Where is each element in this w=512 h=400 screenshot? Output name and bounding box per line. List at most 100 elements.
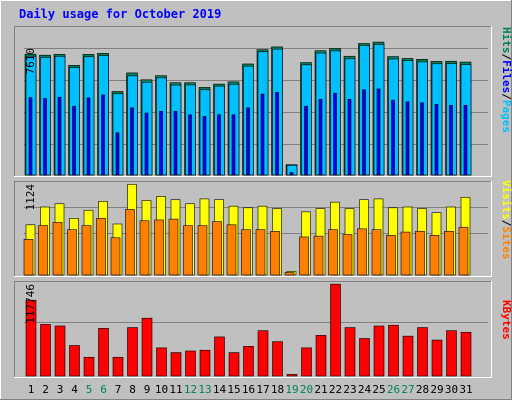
bar-sites <box>183 225 193 276</box>
bar-sites <box>371 229 382 276</box>
bar-kbytes <box>127 327 138 377</box>
bar-sites <box>429 235 440 276</box>
bar-kbytes <box>25 299 37 377</box>
bar-pages <box>362 89 366 176</box>
bar-kbytes <box>460 331 472 377</box>
svg-text:KBytes: KBytes <box>500 300 512 340</box>
bar-sites <box>313 235 324 276</box>
x-tick-label: 20 <box>300 383 313 396</box>
x-tick-label: 28 <box>416 383 429 396</box>
bar-kbytes <box>243 346 254 377</box>
x-tick-label: 24 <box>358 383 372 396</box>
bar-kbytes <box>431 339 443 377</box>
x-tick-label: 27 <box>401 383 414 396</box>
bar-pages <box>289 172 294 176</box>
x-tick-label: 30 <box>445 383 458 396</box>
bar-kbytes <box>40 324 51 377</box>
bar-sites <box>400 231 411 276</box>
bar-sites <box>299 236 309 276</box>
x-tick-label: 4 <box>71 383 78 396</box>
bar-pages <box>159 111 163 176</box>
bar-kbytes <box>156 347 167 377</box>
bar-pages <box>202 116 207 176</box>
bar-sites <box>212 221 222 276</box>
legend-sites: Sites <box>500 226 512 259</box>
bar-sites <box>226 224 237 276</box>
bar-kbytes <box>257 330 269 377</box>
x-tick-label: 2 <box>42 383 49 396</box>
bar-pages <box>217 114 221 176</box>
bar-kbytes <box>83 356 95 377</box>
bar-pages <box>43 98 47 176</box>
bar-kbytes <box>98 328 109 377</box>
x-tick-label: 12 <box>184 383 197 396</box>
bar-kbytes <box>286 374 298 377</box>
bar-pages <box>376 88 381 176</box>
x-tick-label: 17 <box>256 383 269 396</box>
bar-sites <box>67 229 77 276</box>
x-tick-label: 26 <box>387 383 400 396</box>
bar-kbytes <box>388 324 399 377</box>
x-tick-label: 13 <box>198 383 211 396</box>
x-tick-label: 18 <box>271 383 284 396</box>
legend-visits: Visits/Sites <box>500 180 512 260</box>
x-tick-label: 10 <box>155 383 168 396</box>
bar-kbytes <box>315 335 327 377</box>
y-max-label-kbytes: 117746 <box>24 284 37 324</box>
bar-sites <box>154 219 164 276</box>
bar-kbytes <box>359 338 370 377</box>
x-tick-label: 21 <box>314 383 327 396</box>
bar-sites <box>328 229 338 276</box>
bar-pages <box>144 112 149 176</box>
bar-pages <box>86 97 91 176</box>
x-tick-label: 15 <box>227 383 240 396</box>
x-tick-label: 6 <box>100 383 107 396</box>
bar-pages <box>333 92 337 176</box>
bar-pages <box>405 101 410 176</box>
bar-pages <box>188 114 192 176</box>
bar-pages <box>420 102 424 176</box>
bar-sites <box>241 229 251 276</box>
bar-pages <box>304 105 308 176</box>
bar-kbytes <box>417 327 428 377</box>
bar-sites <box>255 229 266 276</box>
bar-sites <box>38 225 48 276</box>
bar-pages <box>275 92 279 176</box>
bar-pages <box>57 96 62 176</box>
bar-pages <box>115 132 120 176</box>
bar-sites <box>270 230 280 276</box>
bar-sites <box>197 225 208 276</box>
legend-pages: Pages <box>500 100 512 133</box>
legend-usage: Hits/Files/Pages <box>500 27 512 133</box>
bar-kbytes <box>228 352 240 377</box>
bar-sites <box>139 220 150 276</box>
bar-pages <box>260 93 265 176</box>
legend-kbytes: KBytes <box>500 300 512 340</box>
bar-sites <box>415 230 425 276</box>
bar-pages <box>173 111 178 176</box>
x-tick-label: 23 <box>343 383 356 396</box>
x-tick-label: 22 <box>329 383 342 396</box>
bar-pages <box>347 98 352 176</box>
bar-kbytes <box>112 356 124 377</box>
bar-sites <box>125 209 135 276</box>
bar-kbytes <box>170 352 182 377</box>
bar-kbytes <box>69 345 80 377</box>
x-tick-label: 1 <box>28 383 35 396</box>
bar-sites <box>96 218 106 276</box>
bar-sites <box>284 272 295 276</box>
panel-visits <box>14 181 492 277</box>
x-tick-label: 5 <box>86 383 93 396</box>
x-tick-label: 11 <box>169 383 182 396</box>
x-tick-label: 3 <box>57 383 64 396</box>
bar-sites <box>342 234 353 276</box>
bar-sites <box>81 225 92 276</box>
bar-kbytes <box>402 335 414 377</box>
y-max-label-visits: 1124 <box>24 184 37 211</box>
y-max-label-usage: 7610 <box>24 48 37 75</box>
x-tick-label: 7 <box>115 383 122 396</box>
bar-kbytes <box>301 347 312 377</box>
x-tick-label: 19 <box>285 383 298 396</box>
bar-sites <box>458 226 469 276</box>
